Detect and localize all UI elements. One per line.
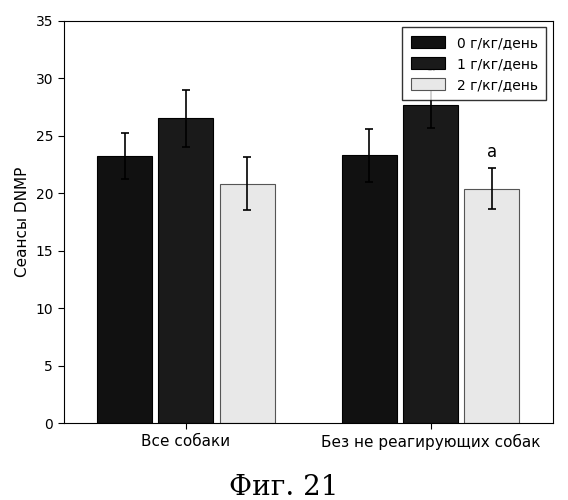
Text: Фиг. 21: Фиг. 21: [229, 474, 339, 500]
Bar: [97, 156, 152, 424]
Bar: [220, 184, 275, 424]
Text: a: a: [425, 56, 436, 74]
Y-axis label: Сеансы DNMP: Сеансы DNMP: [15, 167, 30, 277]
Bar: [158, 118, 214, 424]
Text: a: a: [487, 143, 497, 161]
Bar: [403, 104, 458, 424]
Legend: 0 г/кг/день, 1 г/кг/день, 2 г/кг/день: 0 г/кг/день, 1 г/кг/день, 2 г/кг/день: [403, 28, 546, 100]
Bar: [464, 188, 519, 424]
Bar: [342, 155, 397, 423]
